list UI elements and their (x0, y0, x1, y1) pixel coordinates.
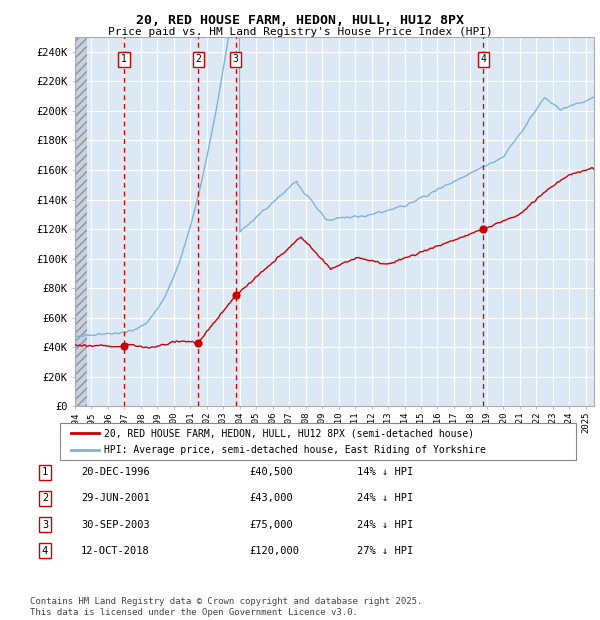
Text: £75,000: £75,000 (249, 520, 293, 529)
Text: 2: 2 (42, 494, 48, 503)
Text: 3: 3 (233, 55, 239, 64)
Point (479, 224, 488, 234)
Text: 30-SEP-2003: 30-SEP-2003 (81, 520, 150, 529)
Text: 1: 1 (42, 467, 48, 477)
Text: 24% ↓ HPI: 24% ↓ HPI (357, 494, 413, 503)
Text: Price paid vs. HM Land Registry's House Price Index (HPI): Price paid vs. HM Land Registry's House … (107, 27, 493, 37)
Text: HPI: Average price, semi-detached house, East Riding of Yorkshire: HPI: Average price, semi-detached house,… (104, 445, 485, 454)
Text: 1: 1 (121, 55, 127, 64)
Point (231, 291, 241, 301)
Point (194, 338, 203, 348)
Bar (75, 37, 88, 406)
Text: 12-OCT-2018: 12-OCT-2018 (81, 546, 150, 556)
Text: £40,500: £40,500 (249, 467, 293, 477)
Text: 4: 4 (481, 55, 487, 64)
Text: 14% ↓ HPI: 14% ↓ HPI (357, 467, 413, 477)
Text: 3: 3 (42, 520, 48, 529)
Text: 2: 2 (196, 55, 202, 64)
Text: 20, RED HOUSE FARM, HEDON, HULL, HU12 8PX (semi-detached house): 20, RED HOUSE FARM, HEDON, HULL, HU12 8P… (104, 428, 474, 438)
Text: £43,000: £43,000 (249, 494, 293, 503)
Text: 29-JUN-2001: 29-JUN-2001 (81, 494, 150, 503)
Text: 27% ↓ HPI: 27% ↓ HPI (357, 546, 413, 556)
Text: 4: 4 (42, 546, 48, 556)
Text: 20-DEC-1996: 20-DEC-1996 (81, 467, 150, 477)
Text: 24% ↓ HPI: 24% ↓ HPI (357, 520, 413, 529)
Text: 20, RED HOUSE FARM, HEDON, HULL, HU12 8PX: 20, RED HOUSE FARM, HEDON, HULL, HU12 8P… (136, 14, 464, 27)
Point (119, 342, 129, 352)
Text: Contains HM Land Registry data © Crown copyright and database right 2025.
This d: Contains HM Land Registry data © Crown c… (30, 598, 422, 617)
Text: £120,000: £120,000 (249, 546, 299, 556)
